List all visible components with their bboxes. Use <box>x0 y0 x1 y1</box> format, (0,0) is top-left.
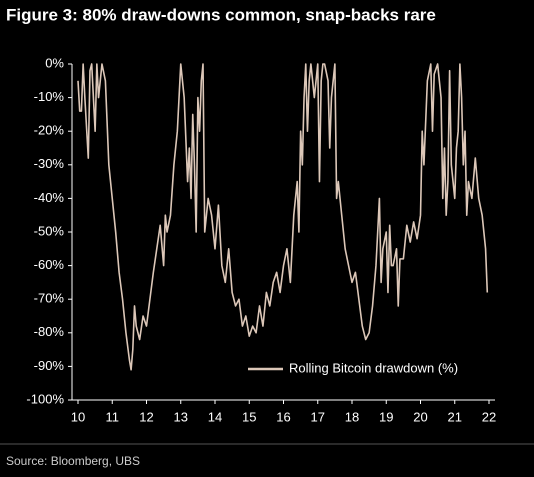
chart-title: Figure 3: 80% draw-downs common, snap-ba… <box>6 5 436 24</box>
x-tick-label: 18 <box>345 409 359 424</box>
legend-label: Rolling Bitcoin drawdown (%) <box>289 360 458 375</box>
x-tick-label: 16 <box>276 409 290 424</box>
y-tick-label: -20% <box>34 123 65 138</box>
y-tick-label: -40% <box>34 190 65 205</box>
y-tick-label: -90% <box>34 358 65 373</box>
x-tick-label: 12 <box>139 409 153 424</box>
x-tick-label: 14 <box>208 409 222 424</box>
x-tick-label: 10 <box>71 409 85 424</box>
source: Source: Bloomberg, UBS <box>6 454 140 468</box>
x-tick-label: 17 <box>311 409 325 424</box>
y-tick-label: -70% <box>34 291 65 306</box>
x-tick-label: 15 <box>242 409 256 424</box>
y-tick-label: -100% <box>26 391 64 406</box>
y-tick-label: 0% <box>45 55 64 70</box>
y-tick-label: -80% <box>34 324 65 339</box>
y-tick-label: -50% <box>34 223 65 238</box>
x-tick-label: 19 <box>379 409 393 424</box>
x-tick-label: 20 <box>413 409 427 424</box>
x-tick-label: 21 <box>448 409 462 424</box>
y-tick-label: -10% <box>34 89 65 104</box>
x-tick-label: 22 <box>482 409 496 424</box>
data-line <box>77 63 489 371</box>
y-tick-label: -60% <box>34 257 65 272</box>
x-tick-label: 11 <box>106 409 120 424</box>
x-tick-label: 13 <box>174 409 188 424</box>
y-tick-label: -30% <box>34 156 65 171</box>
